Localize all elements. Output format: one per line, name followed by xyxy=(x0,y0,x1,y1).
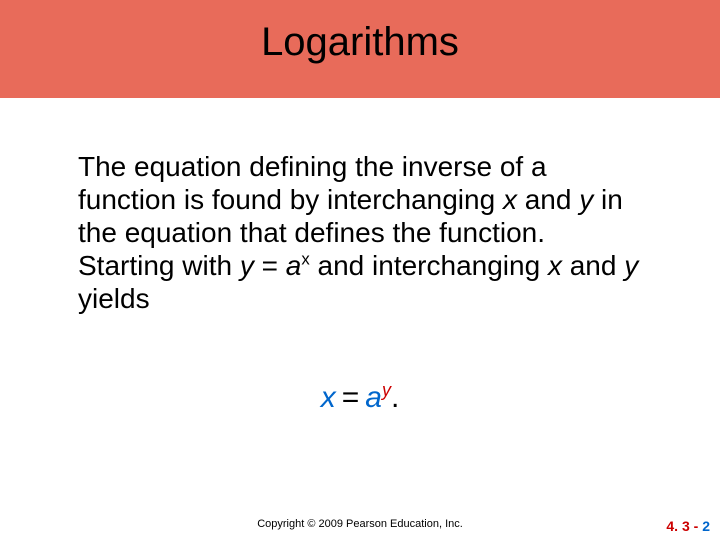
page-dash: - xyxy=(690,518,702,534)
body-y3: y xyxy=(624,250,638,281)
body-x2: x xyxy=(548,250,562,281)
page-number: 4. 3 - 2 xyxy=(666,518,710,534)
slide-title: Logarithms xyxy=(0,20,720,65)
equation-sup-y: y xyxy=(382,380,391,400)
equation-x: x xyxy=(321,381,336,414)
body-t6: and xyxy=(562,250,624,281)
body-sup-x: x xyxy=(301,250,309,269)
body-t5: and interchanging xyxy=(310,250,548,281)
body-t7: yields xyxy=(78,283,150,314)
body-y1: y xyxy=(579,184,593,215)
body-a1: a xyxy=(286,250,302,281)
title-band: Logarithms xyxy=(0,0,720,98)
body-y2: y xyxy=(240,250,254,281)
equation-period: . xyxy=(391,381,399,414)
body-t4: = xyxy=(254,250,286,281)
body-paragraph: The equation defining the inverse of a f… xyxy=(78,150,648,315)
body-t2: and xyxy=(517,184,579,215)
equation-a: a xyxy=(365,381,382,414)
equation: x=ay. xyxy=(0,380,720,415)
section-number: 4. 3 xyxy=(666,518,689,534)
page-num: 2 xyxy=(702,518,710,534)
body-x1: x xyxy=(503,184,517,215)
copyright-text: Copyright © 2009 Pearson Education, Inc. xyxy=(0,518,720,530)
body-t1: The equation defining the inverse of a f… xyxy=(78,151,547,215)
equation-equals: = xyxy=(336,381,366,414)
